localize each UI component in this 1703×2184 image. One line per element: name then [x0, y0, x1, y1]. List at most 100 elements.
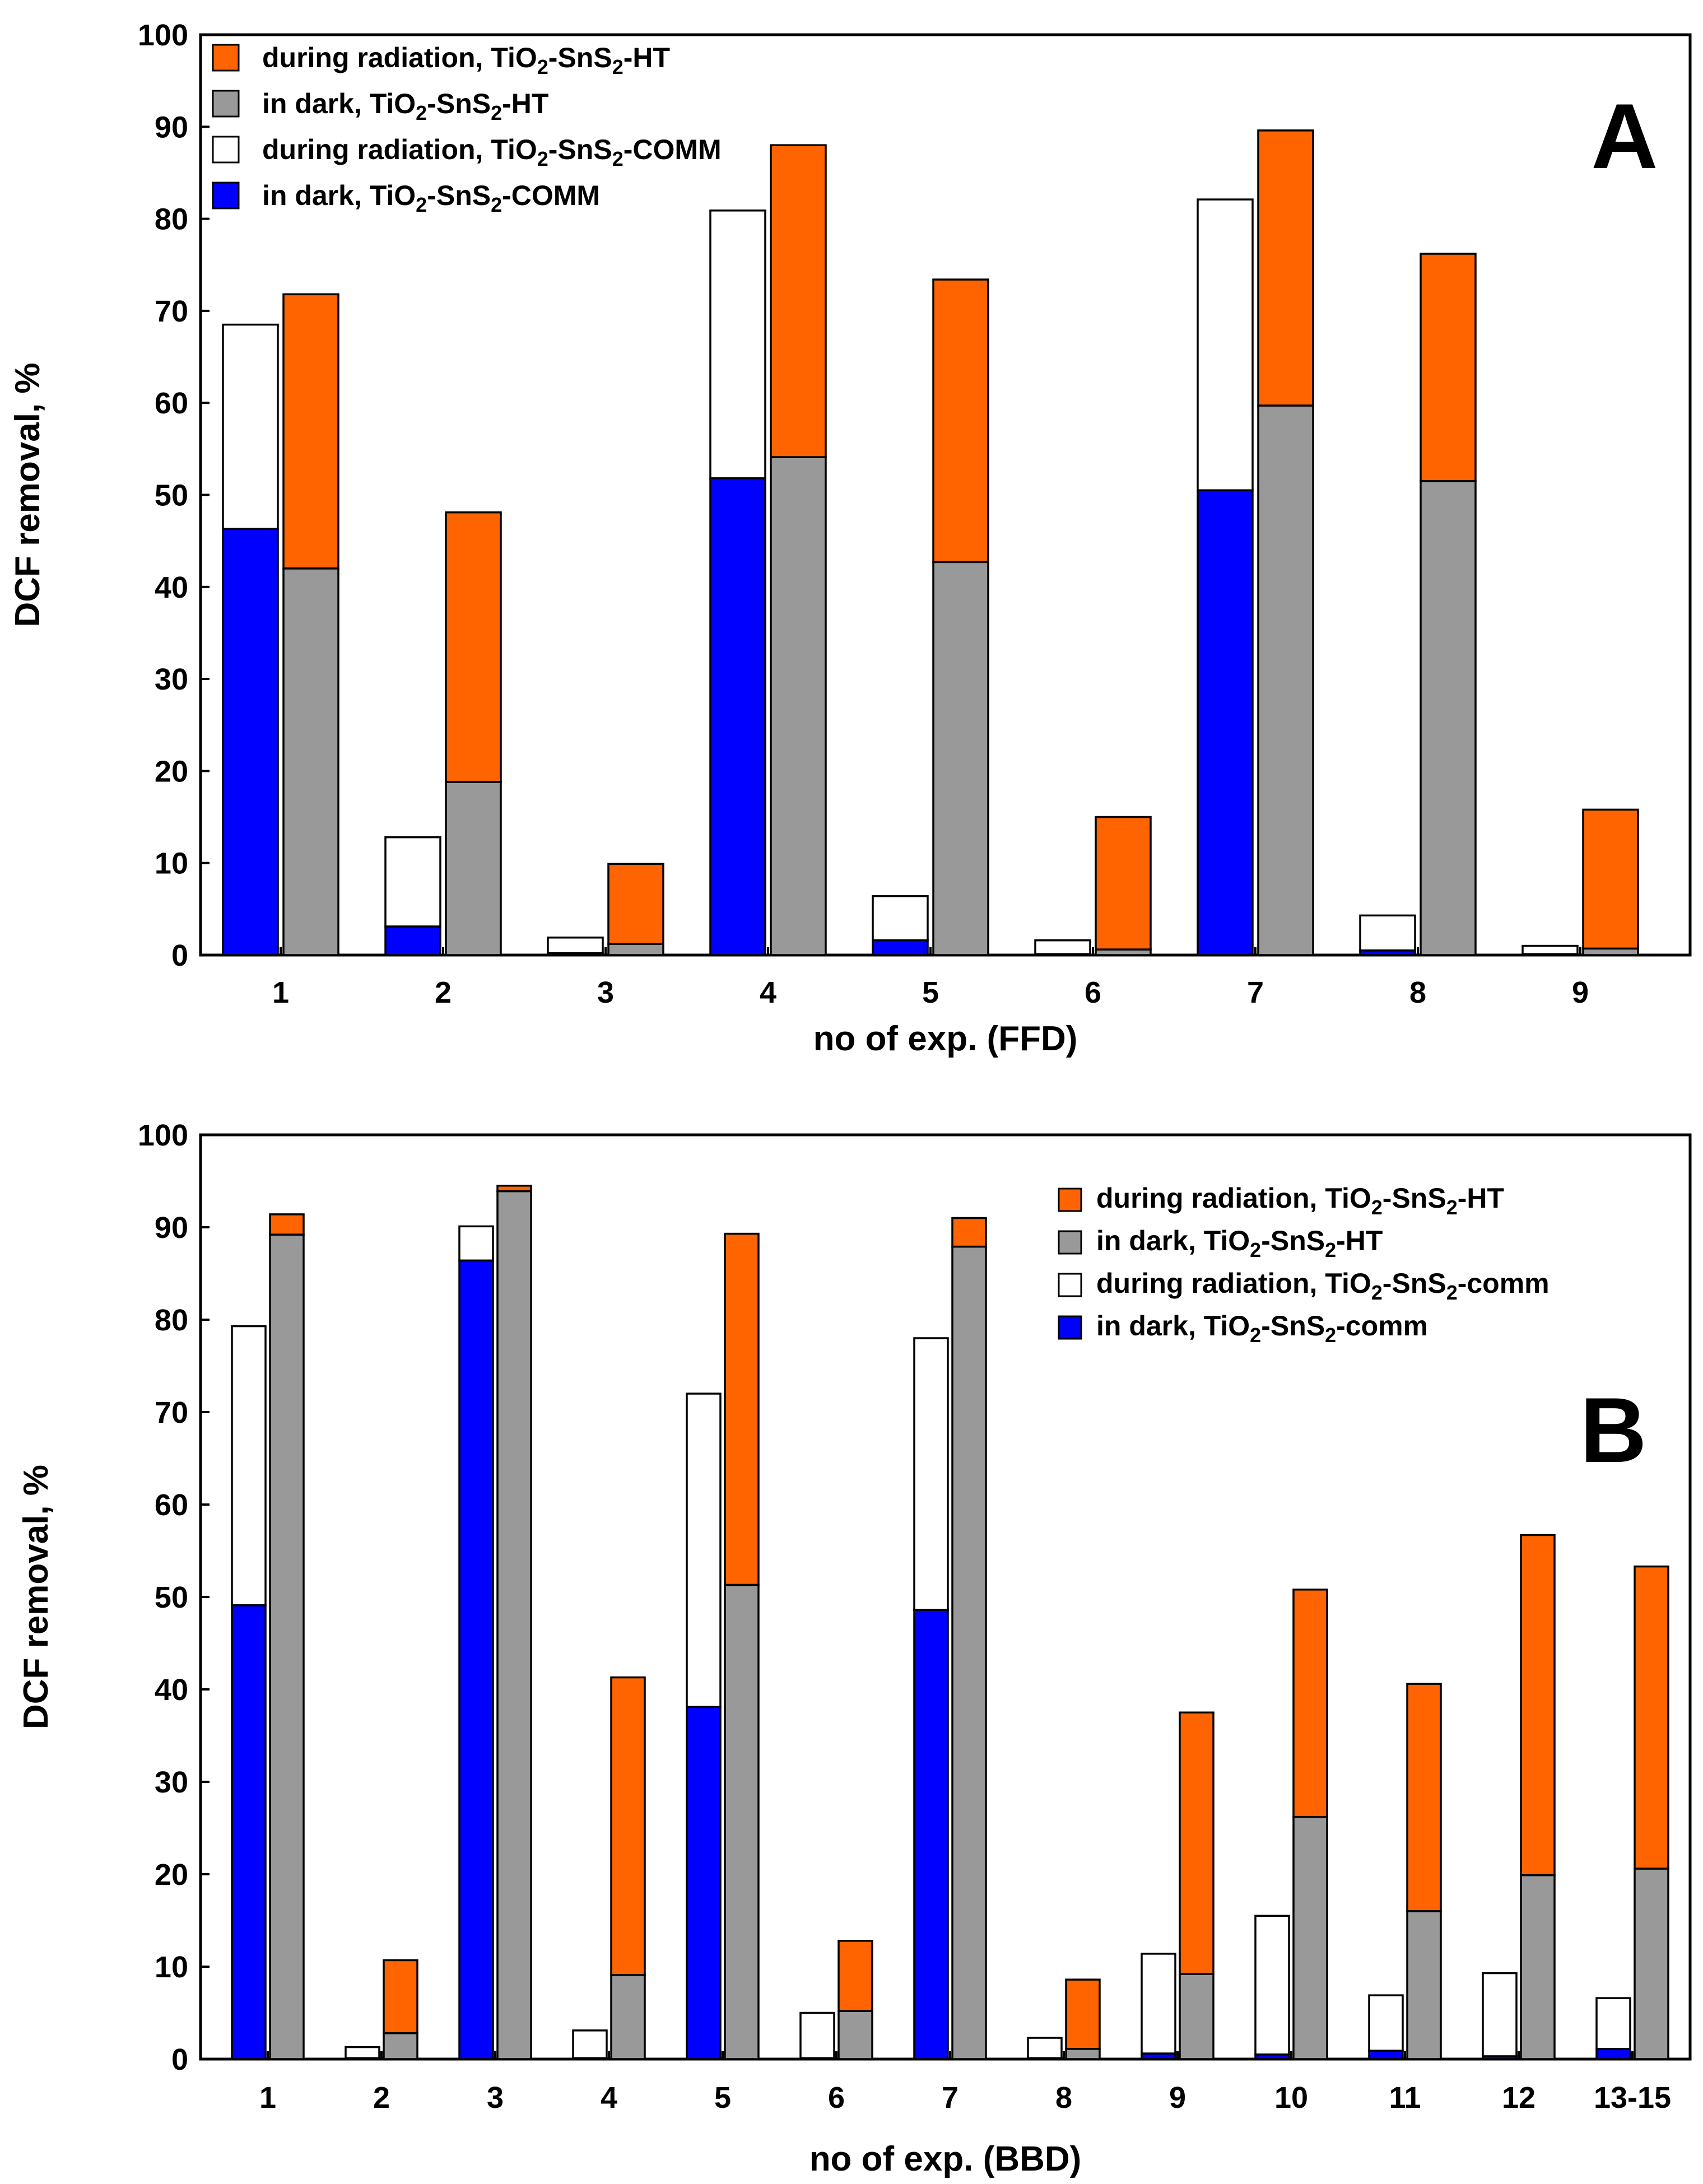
bar-dark-ht-7 — [1257, 404, 1314, 956]
y-tick-label: 10 — [155, 847, 188, 881]
x-tick-label: 2 — [373, 2081, 390, 2115]
bar-rad-comm-12 — [1482, 1972, 1518, 2057]
bar-rad-comm-4 — [709, 209, 766, 479]
bar-dark-comm-8 — [1027, 2057, 1063, 2060]
bar-rad-comm-1 — [222, 323, 279, 530]
y-tick-label: 40 — [155, 571, 188, 604]
bar-dark-comm-10 — [1254, 2053, 1290, 2060]
bar-rad-comm-5 — [872, 895, 929, 942]
bar-dark-ht-12 — [1520, 1874, 1556, 2060]
bar-rad-ht-10 — [1292, 1589, 1328, 1818]
y-tick-label: 100 — [138, 18, 188, 52]
bar-rad-comm-8 — [1027, 2037, 1063, 2060]
legend-label-rad-comm: during radiation, TiO2-SnS2-COMM — [262, 134, 722, 170]
x-tick-label: 11 — [1389, 2081, 1421, 2115]
legend-swatch-dark-ht — [212, 90, 240, 118]
x-tick-label: 5 — [922, 976, 939, 1009]
bar-dark-comm-1 — [222, 528, 279, 956]
y-tick-label: 70 — [155, 295, 188, 328]
x-tick-label: 8 — [1409, 976, 1426, 1009]
bar-rad-ht-8 — [1065, 1978, 1101, 2050]
y-tick-label: 70 — [155, 1396, 188, 1429]
y-tick-label: 20 — [155, 1858, 188, 1892]
bar-dark-comm-5 — [686, 1706, 722, 2060]
legend-label-dark-ht: in dark, TiO2-SnS2-HT — [262, 88, 548, 124]
y-tick-label: 0 — [171, 2043, 188, 2076]
bar-dark-comm-9 — [1521, 953, 1579, 956]
bar-rad-ht-11 — [1406, 1683, 1442, 1912]
panel-letter: A — [1591, 85, 1658, 188]
bar-dark-ht-1 — [269, 1233, 305, 2060]
y-tick-label: 10 — [155, 1950, 188, 1984]
x-tick-label: 2 — [435, 976, 452, 1009]
bar-rad-ht-9 — [1179, 1711, 1215, 1975]
y-tick-label: 50 — [155, 1581, 188, 1614]
y-tick-label: 30 — [155, 1766, 188, 1799]
bar-dark-comm-12 — [1482, 2055, 1518, 2060]
x-tick-label: 6 — [1085, 976, 1101, 1009]
bar-dark-ht-5 — [932, 561, 989, 956]
bar-rad-comm-2 — [384, 836, 441, 928]
x-tick-label: 12 — [1502, 2081, 1536, 2115]
bar-rad-comm-7 — [913, 1337, 949, 1611]
bar-dark-ht-6 — [1095, 948, 1152, 956]
legend-swatch-rad-comm — [1058, 1273, 1082, 1297]
bar-rad-ht-1 — [269, 1213, 305, 1236]
bar-dark-comm-3 — [547, 952, 604, 956]
y-tick-label: 0 — [171, 939, 188, 972]
bar-dark-comm-6 — [799, 2057, 835, 2060]
bar-rad-comm-9 — [1141, 1953, 1176, 2055]
y-tick-label: 50 — [155, 479, 188, 513]
y-tick-label: 80 — [155, 1303, 188, 1337]
bar-rad-ht-12 — [1520, 1534, 1556, 1876]
bar-dark-comm-13-15 — [1595, 2048, 1631, 2060]
y-tick-label: 40 — [155, 1673, 188, 1707]
bar-dark-comm-5 — [872, 939, 929, 956]
bar-rad-comm-6 — [1034, 939, 1091, 956]
bar-rad-comm-5 — [686, 1393, 722, 1708]
bar-rad-ht-7 — [1257, 129, 1314, 407]
bar-rad-comm-1 — [231, 1325, 267, 1606]
bar-dark-ht-7 — [951, 1245, 987, 2060]
bar-dark-ht-2 — [383, 2032, 418, 2060]
bar-rad-comm-4 — [572, 2029, 608, 2060]
bar-rad-comm-8 — [1359, 914, 1416, 952]
legend-swatch-rad-ht — [1058, 1188, 1082, 1212]
legend-swatch-dark-ht — [1058, 1230, 1082, 1255]
bar-rad-ht-13-15 — [1634, 1565, 1669, 1870]
bar-rad-ht-8 — [1420, 253, 1477, 482]
bar-rad-ht-7 — [951, 1217, 987, 1248]
bar-rad-ht-6 — [837, 1940, 873, 2012]
x-tick-label: 10 — [1274, 2081, 1308, 2115]
legend-label-dark-comm: in dark, TiO2-SnS2-COMM — [262, 180, 600, 216]
bar-dark-ht-8 — [1420, 480, 1477, 956]
legend-swatch-rad-ht — [212, 44, 240, 72]
bar-rad-comm-10 — [1254, 1915, 1290, 2056]
bar-dark-comm-7 — [1197, 489, 1254, 956]
y-axis-title: DCF removal, % — [17, 1465, 55, 1729]
panel-letter: B — [1580, 1379, 1646, 1482]
bar-dark-comm-2 — [345, 2057, 380, 2060]
bar-dark-comm-2 — [384, 925, 441, 956]
legend: during radiation, TiO2-SnS2-HT in dark, T… — [212, 42, 722, 216]
bar-dark-ht-3 — [607, 943, 664, 956]
bar-rad-comm-2 — [345, 2046, 380, 2060]
bar-dark-comm-4 — [709, 477, 766, 956]
y-tick-label: 20 — [155, 755, 188, 788]
bar-dark-ht-9 — [1179, 1973, 1215, 2060]
bar-dark-ht-5 — [724, 1584, 760, 2060]
legend-label-dark-ht: in dark, TiO2-SnS2-HT — [1096, 1225, 1383, 1261]
x-tick-label: 5 — [714, 2081, 731, 2115]
y-tick-label: 100 — [138, 1119, 188, 1152]
legend-swatch-rad-comm — [212, 136, 240, 164]
bar-rad-comm-9 — [1521, 944, 1579, 956]
x-tick-label: 9 — [1169, 2081, 1186, 2115]
bar-dark-ht-3 — [496, 1190, 532, 2060]
bar-dark-ht-8 — [1065, 2048, 1101, 2060]
bar-dark-comm-6 — [1034, 953, 1091, 956]
x-tick-label: 3 — [597, 976, 614, 1009]
bar-rad-ht-2 — [383, 1959, 418, 2034]
legend-swatch-dark-comm — [1058, 1315, 1082, 1340]
